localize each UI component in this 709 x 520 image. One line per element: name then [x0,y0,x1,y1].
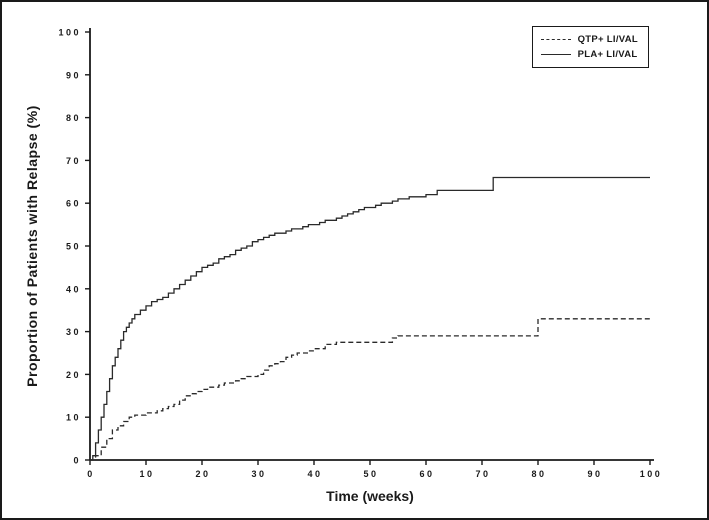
chart-legend: QTP+ LI/VAL PLA+ LI/VAL [531,26,649,68]
y-tick-label: 100 [58,28,81,38]
legend-item-pla: PLA+ LI/VAL [540,47,638,62]
y-tick-label: 80 [66,113,81,123]
x-tick-label: 30 [251,469,266,479]
x-tick-label: 10 [139,469,154,479]
x-tick-label: 40 [307,469,322,479]
x-tick-label: 90 [587,469,602,479]
legend-label-pla: PLA+ LI/VAL [577,49,638,60]
x-axis-title: Time (weeks) [326,488,414,504]
y-tick-label: 40 [66,284,81,294]
x-tick-label: 20 [195,469,210,479]
x-tick-label: 0 [87,469,95,479]
legend-label-qtp: QTP+ LI/VAL [577,34,638,45]
y-tick-label: 30 [66,327,81,337]
plot-area: 0 10 20 30 40 50 60 70 80 90 100 0 10 20 30 40 50 60 70 80 9… [58,28,663,480]
y-tick-label: 60 [66,199,81,209]
y-tick-label: 50 [66,242,81,252]
y-tick-label: 10 [66,413,81,423]
x-tick-label: 60 [419,469,434,479]
x-tick-label: 70 [475,469,490,479]
y-tick-label: 90 [66,70,81,80]
dashed-line-icon [540,39,571,40]
y-tick-label: 0 [73,456,81,466]
x-tick-label: 50 [363,469,378,479]
legend-item-qtp: QTP+ LI/VAL [540,32,638,47]
y-axis-title: Proportion of Patients with Relapse (%) [24,105,40,387]
x-tick-label: 80 [531,469,546,479]
y-tick-label: 20 [66,370,81,380]
x-tick-label: 100 [640,469,663,479]
y-tick-label: 70 [66,156,81,166]
solid-line-icon [540,54,571,55]
series-line-pla [90,176,650,461]
series-line-qtp [90,318,650,461]
